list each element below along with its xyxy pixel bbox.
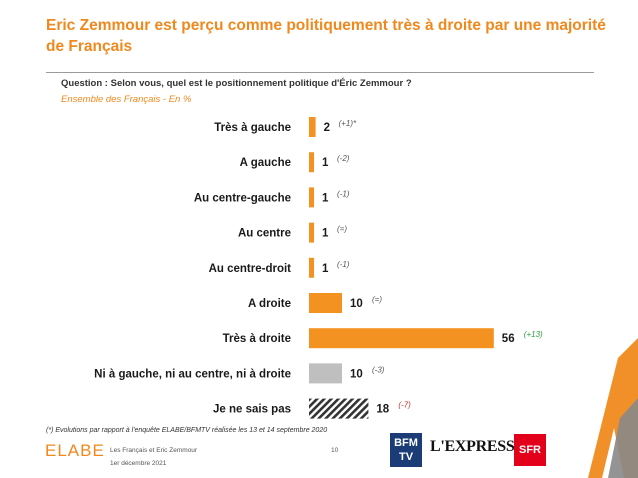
lexpress-logo: L'EXPRESS [430,438,515,455]
population-label: Ensemble des Français - En % [61,94,192,105]
bar [309,152,314,173]
value-label: 1 [322,263,329,275]
category-label: Très à droite [223,333,291,345]
evolution-label: (-1) [337,189,350,198]
footer-date: 1er décembre 2021 [110,460,167,467]
category-label: Très à gauche [214,122,291,134]
bar [309,222,314,243]
evolution-label: (-3) [372,365,385,374]
page-number: 10 [331,447,339,454]
category-label: Au centre [238,228,291,240]
value-label: 10 [350,298,363,310]
footer-source: Les Français et Eric Zemmour [110,447,198,454]
evolution-label: (-2) [337,154,350,163]
value-label: 18 [376,404,389,416]
evolution-label: (-1) [337,260,350,269]
bfmtv-logo: BFM TV [390,433,422,467]
decorative-a-shape [588,338,638,478]
footnote: (*) Evolutions par rapport à l'enquête E… [46,427,328,434]
value-label: 1 [322,228,329,240]
bar [309,257,314,278]
evolution-label: (=) [372,295,382,304]
evolution-label: (-7) [398,401,411,410]
category-label: A gauche [240,157,291,169]
page-title: Eric Zemmour est perçu comme politiqueme… [46,17,606,55]
evolution-label: (=) [337,225,347,234]
category-label: Au centre-droit [209,263,292,275]
bar [309,328,494,349]
bar [309,117,316,137]
value-label: 2 [324,122,330,134]
bar [309,398,369,419]
category-label: Au centre-gauche [194,192,291,204]
sfr-logo: SFR [514,434,546,466]
value-label: 10 [350,368,363,380]
value-label: 56 [502,333,515,345]
survey-question: Question : Selon vous, quel est le posit… [61,78,412,89]
elabe-logo: ELABE [45,441,105,460]
evolution-label: (+13) [524,330,543,339]
value-label: 1 [322,157,329,169]
category-label: Ni à gauche, ni au centre, ni à droite [94,368,291,380]
evolution-label: (+1)* [339,119,357,128]
bfmtv-logo-line1: BFM [394,437,418,449]
bar [309,363,342,384]
category-label: A droite [248,298,291,310]
bar [309,187,314,208]
bar [309,293,342,313]
category-label: Je ne sais pas [213,404,291,416]
value-label: 1 [322,192,329,204]
bfmtv-logo-line2: TV [398,451,414,463]
title-divider [46,72,594,73]
